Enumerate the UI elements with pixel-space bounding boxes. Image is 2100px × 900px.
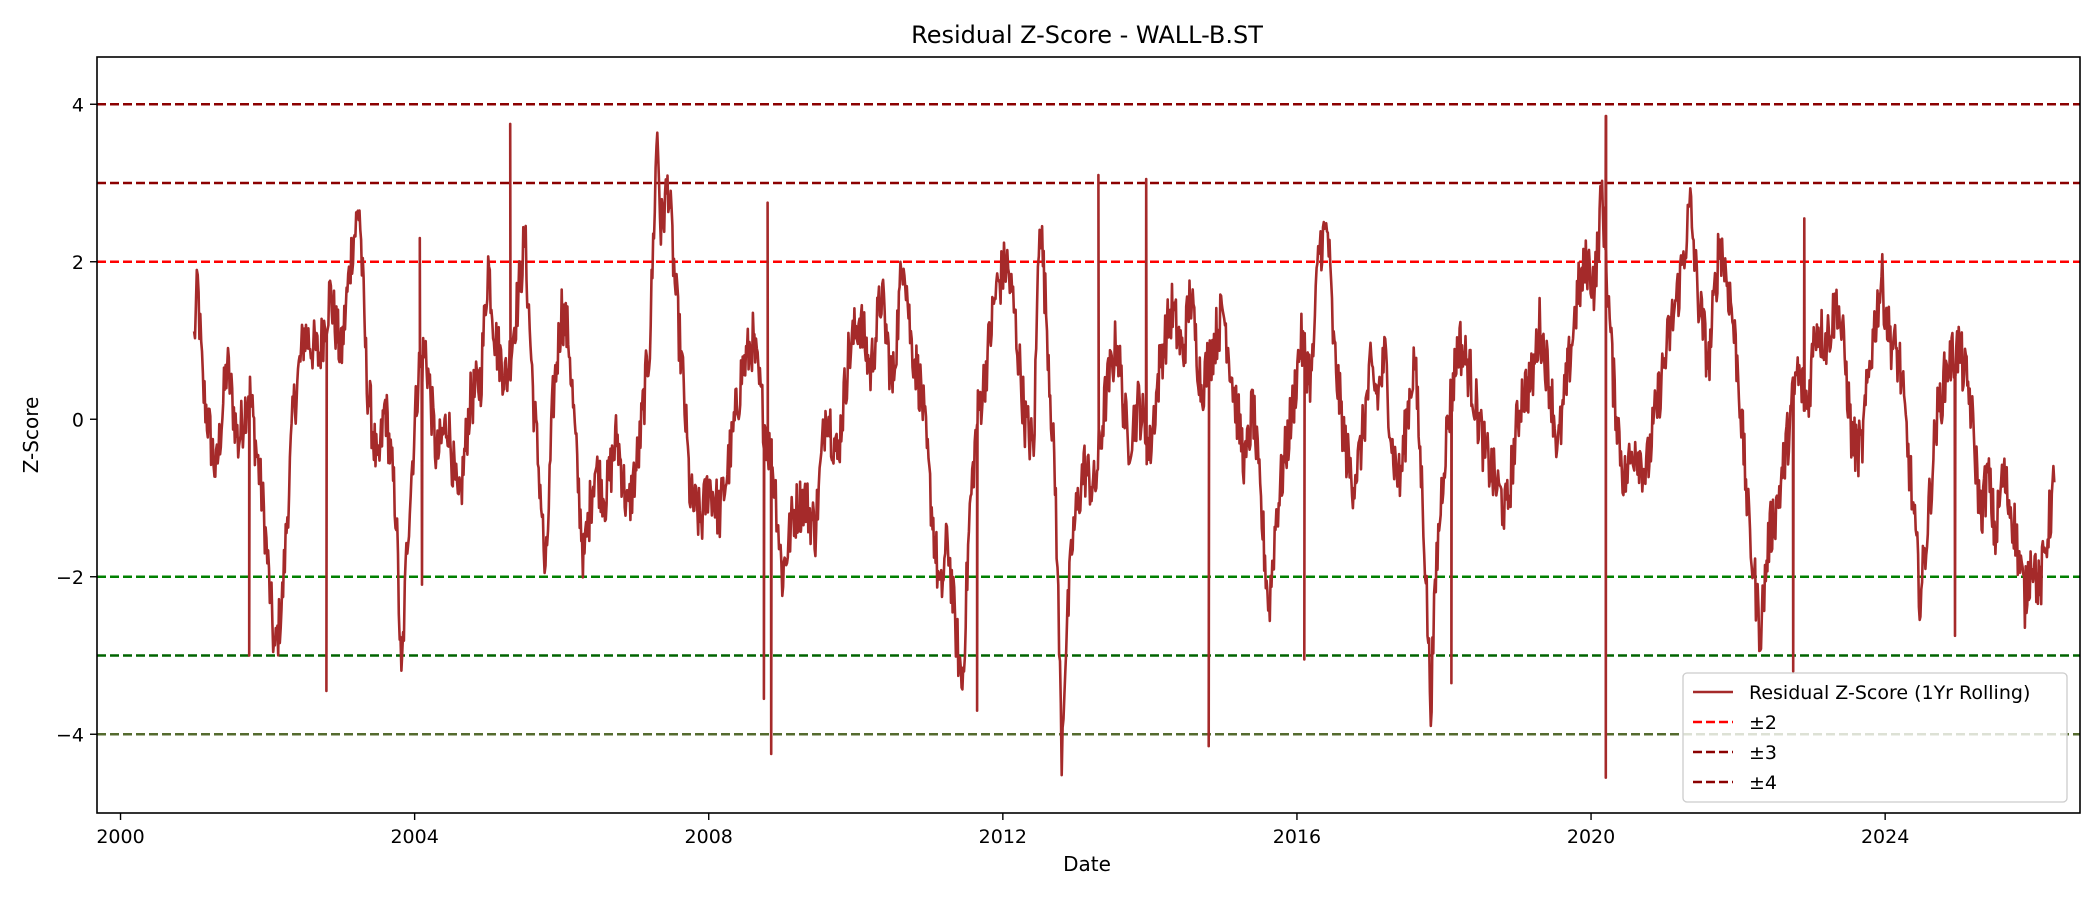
legend-label: ±4 bbox=[1749, 772, 1777, 794]
x-tick-label: 2008 bbox=[685, 826, 733, 848]
legend: Residual Z-Score (1Yr Rolling) ±2 ±3 ±4 bbox=[1682, 672, 2068, 803]
y-tick-label: 2 bbox=[72, 252, 84, 274]
y-axis: 4 2 0 −2 −4 bbox=[56, 94, 97, 746]
x-tick-label: 2004 bbox=[390, 826, 438, 848]
y-tick-label: −4 bbox=[56, 724, 84, 746]
y-axis-label: Z-Score bbox=[19, 397, 43, 474]
series-layer bbox=[192, 114, 2056, 779]
legend-box bbox=[1682, 672, 2068, 803]
x-tick-label: 2020 bbox=[1567, 826, 1615, 848]
plot-frame bbox=[96, 56, 2081, 814]
x-tick-label: 2012 bbox=[979, 826, 1027, 848]
legend-label: ±2 bbox=[1749, 712, 1777, 734]
y-tick-label: 4 bbox=[72, 94, 84, 116]
x-tick-label: 2016 bbox=[1273, 826, 1321, 848]
x-tick-label: 2024 bbox=[1861, 826, 1909, 848]
x-axis-label: Date bbox=[1063, 852, 1111, 876]
x-axis: 2000 2004 2008 2012 2016 2020 2024 bbox=[96, 813, 1909, 848]
legend-label: ±3 bbox=[1749, 742, 1777, 764]
x-tick-label: 2000 bbox=[96, 826, 144, 848]
series-line-residual-z-score bbox=[192, 114, 2056, 779]
chart-title: Residual Z-Score - WALL-B.ST bbox=[911, 21, 1263, 49]
y-tick-label: −2 bbox=[56, 567, 84, 589]
legend-label: Residual Z-Score (1Yr Rolling) bbox=[1749, 682, 2030, 704]
y-tick-label: 0 bbox=[72, 409, 84, 431]
